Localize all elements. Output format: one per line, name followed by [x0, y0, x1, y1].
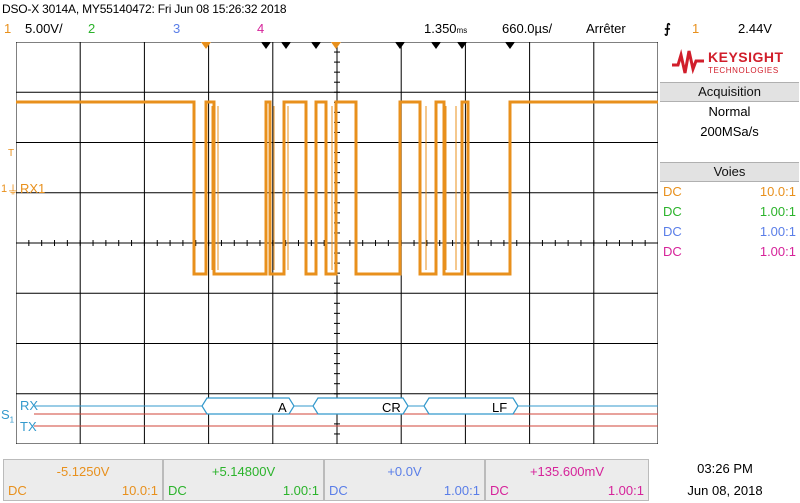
brand-subtitle: TECHNOLOGIES [708, 66, 779, 75]
decode-char-0: A [278, 400, 287, 415]
softkey-offset: +135.600mV [529, 464, 605, 479]
channels-panel[interactable]: Voies [660, 162, 799, 182]
softkey-ch1[interactable]: -5.1250V DC 10.0:1 [3, 459, 163, 501]
channel-row-2[interactable]: DC 1.00:1 [660, 202, 796, 222]
brand-name: KEYSIGHT [708, 49, 784, 65]
ch1-label: RX1 [20, 181, 46, 196]
softkey-offset: -5.1250V [56, 464, 110, 479]
acquisition-title: Acquisition [660, 82, 799, 102]
softkey-offset: +0.0V [387, 464, 422, 479]
acquisition-rate: 200MSa/s [700, 124, 759, 139]
channel-row-4[interactable]: DC 1.00:1 [660, 242, 796, 262]
channel-probe: 1.00:1 [759, 244, 796, 259]
time-marker [457, 42, 467, 49]
channel-row-3[interactable]: DC 1.00:1 [660, 222, 796, 242]
acquisition-panel[interactable]: Acquisition Normal 200MSa/s [660, 82, 799, 142]
time-delay-unit: ms [456, 26, 468, 35]
softkey-probe: 1.00:1 [282, 483, 319, 498]
softkey-probe: 10.0:1 [121, 483, 158, 498]
serial-decode [201, 397, 519, 415]
softkey-ch4[interactable]: +135.600mV DC 1.00:1 [485, 459, 649, 501]
keysight-wave-icon [672, 49, 704, 75]
time-scale[interactable]: 660.0µs/ [502, 21, 552, 36]
decode-frame [312, 397, 409, 415]
time-delay-value: 1.350 [424, 21, 457, 36]
time-marker [395, 42, 405, 49]
softkey-probe: 1.00:1 [443, 483, 480, 498]
time-delay[interactable]: 1.350ms [424, 21, 467, 36]
brand-logo: KEYSIGHT TECHNOLOGIES [660, 42, 799, 80]
serial-label-sub: 1 [9, 415, 15, 425]
ch2-number[interactable]: 2 [88, 21, 96, 36]
channel-probe: 1.00:1 [759, 224, 796, 239]
channels-title: Voies [660, 162, 799, 182]
time-marker [281, 42, 291, 49]
time-marker [431, 42, 441, 49]
ch3-number[interactable]: 3 [173, 21, 181, 36]
clock-time: 03:26 PM [697, 461, 753, 476]
trigger-edge-icon: ⨍ [664, 21, 671, 36]
decode-char-2: LF [492, 400, 508, 415]
time-scale-value: 660.0 [502, 21, 535, 36]
softkey-offset: +5.14800V [211, 464, 276, 479]
time-marker [311, 42, 321, 49]
time-marker [505, 42, 515, 49]
clock-date: Jun 08, 2018 [687, 483, 763, 498]
channel-coupling: DC [663, 244, 682, 259]
decode-char-1: CR [382, 400, 401, 415]
decode-frame [201, 397, 295, 415]
decode-frame [423, 397, 519, 415]
time-scale-unit: µs/ [534, 21, 553, 36]
window-title: DSO-X 3014A, MY55140472: Fri Jun 08 15:2… [2, 2, 287, 16]
softkey-coupling: DC [8, 483, 27, 498]
softkey-probe: 1.00:1 [607, 483, 644, 498]
serial-label-text: S [1, 407, 10, 422]
channel-coupling: DC [663, 224, 682, 239]
ch1-ground-marker[interactable]: 1 [1, 183, 8, 195]
ch1-number[interactable]: 1 [4, 21, 12, 36]
acquisition-mode: Normal [708, 104, 751, 119]
channel-coupling: DC [663, 184, 682, 199]
channel-probe: 1.00:1 [759, 204, 796, 219]
ch1-waveform-glitches [211, 106, 469, 270]
channel-coupling: DC [663, 204, 682, 219]
ch4-number[interactable]: 4 [257, 21, 265, 36]
softkey-ch3[interactable]: +0.0V DC 1.00:1 [324, 459, 485, 501]
tx-label: TX [20, 419, 37, 434]
softkey-coupling: DC [168, 483, 187, 498]
softkey-ch2[interactable]: +5.14800V DC 1.00:1 [163, 459, 324, 501]
ch1-scale[interactable]: 5.00V/ [25, 21, 63, 36]
trigger-level-marker[interactable]: T [8, 148, 15, 159]
run-state[interactable]: Arrêter [586, 21, 626, 36]
rx-label: RX [20, 398, 39, 413]
serial-label: S1 [1, 407, 14, 425]
channel-row-1[interactable]: DC 10.0:1 [660, 182, 796, 202]
time-marker [331, 42, 341, 49]
waveform-display[interactable] [16, 42, 658, 444]
ch1-waveform [16, 100, 658, 276]
time-marker [201, 42, 211, 49]
channel-probe: 10.0:1 [759, 184, 796, 199]
trigger-level[interactable]: 2.44V [738, 21, 772, 36]
trigger-source[interactable]: 1 [692, 21, 700, 36]
time-marker [261, 42, 271, 49]
softkey-coupling: DC [329, 483, 348, 498]
softkey-coupling: DC [490, 483, 509, 498]
ground-icon: ⏚ [7, 183, 20, 197]
